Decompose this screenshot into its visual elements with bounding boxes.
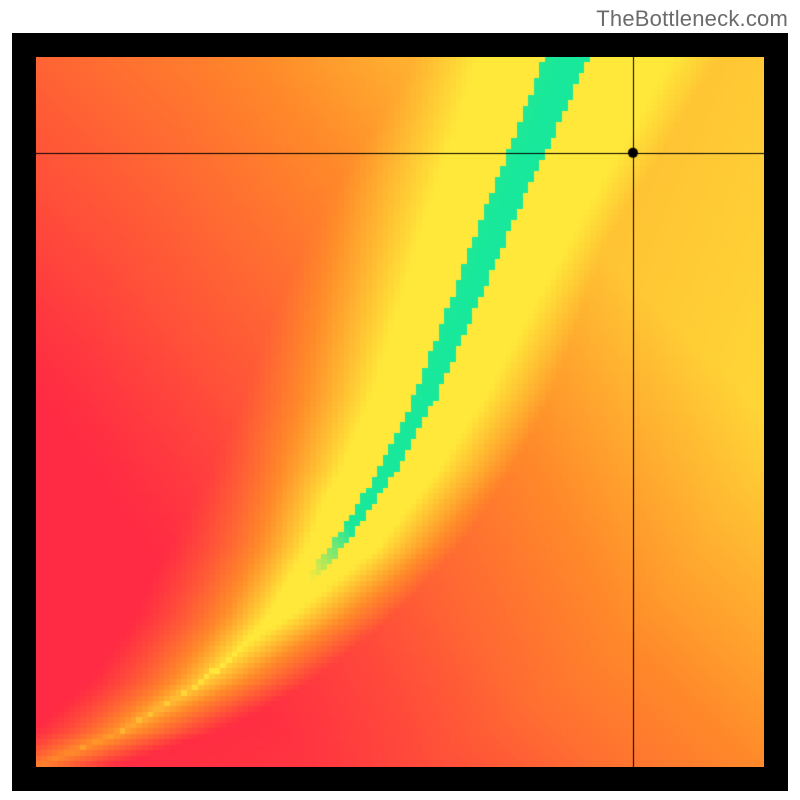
container: TheBottleneck.com xyxy=(0,0,800,800)
watermark-text: TheBottleneck.com xyxy=(596,6,788,32)
heatmap-canvas xyxy=(36,57,764,767)
